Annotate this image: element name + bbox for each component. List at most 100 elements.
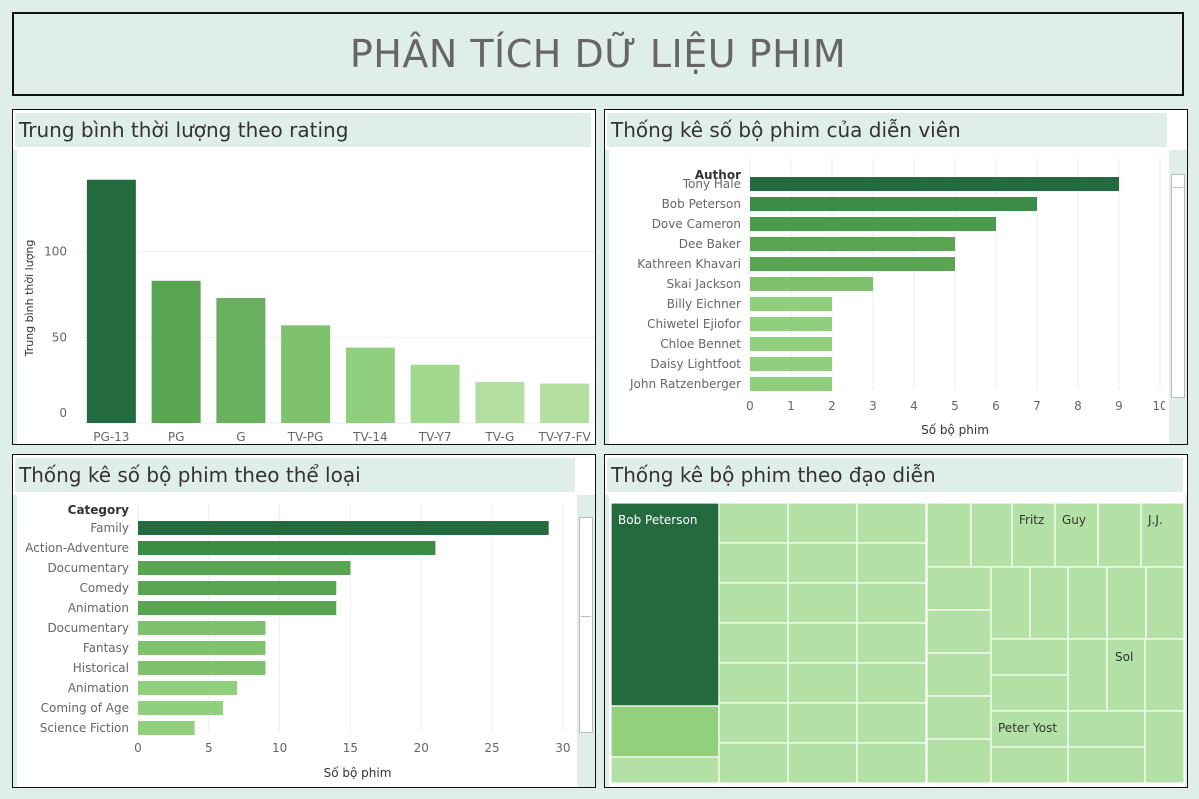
bar[interactable]: [475, 381, 525, 423]
treemap-cell[interactable]: [787, 742, 858, 784]
treemap-cell[interactable]: [926, 609, 992, 654]
treemap-cell[interactable]: [787, 662, 858, 704]
bar[interactable]: [86, 179, 136, 423]
category-label: Coming of Age: [41, 701, 129, 715]
treemap-cell[interactable]: [856, 742, 927, 784]
treemap-cell[interactable]: [610, 705, 720, 758]
treemap-cell[interactable]: [1106, 638, 1146, 712]
category-scrollbar-thumb[interactable]: [581, 518, 591, 617]
treemap-cell[interactable]: [990, 566, 1031, 640]
treemap-cell[interactable]: [1144, 710, 1185, 784]
bar[interactable]: [138, 541, 436, 555]
category-label: Animation: [68, 681, 129, 695]
treemap-cell[interactable]: [718, 542, 789, 584]
treemap-cell[interactable]: [718, 502, 789, 544]
treemap-cell[interactable]: [1067, 638, 1108, 712]
bar[interactable]: [750, 237, 955, 251]
category-label: Tony Hale: [682, 177, 741, 191]
x-tick-label: TV-G: [484, 430, 514, 444]
treemap-cell[interactable]: [718, 702, 789, 744]
treemap-cell[interactable]: [1097, 502, 1142, 568]
treemap-cell[interactable]: [856, 622, 927, 664]
bar[interactable]: [138, 561, 351, 575]
treemap-cell[interactable]: [1011, 502, 1056, 568]
treemap-cell[interactable]: [718, 622, 789, 664]
bar[interactable]: [410, 364, 460, 423]
bar[interactable]: [138, 601, 337, 615]
bar[interactable]: [750, 177, 1119, 191]
bar[interactable]: [138, 661, 266, 675]
treemap-cell[interactable]: [718, 662, 789, 704]
bar[interactable]: [138, 681, 238, 695]
treemap-cell[interactable]: [926, 502, 972, 568]
treemap-label: Peter Yost: [998, 721, 1057, 735]
x-axis-title: Số bộ phim: [921, 423, 989, 437]
bar[interactable]: [138, 521, 549, 535]
bar[interactable]: [750, 297, 832, 311]
treemap-cell[interactable]: [926, 652, 992, 697]
treemap-cell[interactable]: [1145, 566, 1185, 640]
treemap-cell[interactable]: [1140, 502, 1185, 568]
x-tick-label: 1: [787, 399, 795, 413]
category-label: Billy Eichner: [667, 297, 741, 311]
treemap-cell[interactable]: [1106, 566, 1147, 640]
bar[interactable]: [750, 337, 832, 351]
treemap-cell[interactable]: [856, 502, 927, 544]
bar[interactable]: [540, 383, 590, 423]
treemap-cell[interactable]: [990, 746, 1069, 784]
treemap-cell[interactable]: [787, 542, 858, 584]
treemap-cell[interactable]: [926, 695, 992, 740]
treemap-cell[interactable]: [610, 502, 720, 707]
actors-scrollbar-thumb[interactable]: [1173, 175, 1183, 188]
treemap-cell[interactable]: [1144, 638, 1185, 712]
treemap-cell[interactable]: [1067, 710, 1146, 748]
treemap-cell[interactable]: [856, 542, 927, 584]
treemap-cell[interactable]: [970, 502, 1013, 568]
treemap-cell[interactable]: [787, 702, 858, 744]
x-tick-label: 15: [343, 741, 358, 755]
treemap-cell[interactable]: [926, 566, 992, 611]
bar[interactable]: [138, 641, 266, 655]
bar[interactable]: [750, 197, 1037, 211]
treemap-cell[interactable]: [1029, 566, 1069, 640]
bar[interactable]: [750, 257, 955, 271]
treemap-cell[interactable]: [1067, 746, 1146, 784]
x-tick-label: 6: [992, 399, 1000, 413]
treemap-cell[interactable]: [990, 638, 1069, 676]
treemap-cell[interactable]: [787, 622, 858, 664]
bar[interactable]: [138, 701, 223, 715]
bar[interactable]: [750, 357, 832, 371]
treemap-cell[interactable]: [926, 738, 992, 784]
bar[interactable]: [151, 280, 201, 423]
bar[interactable]: [750, 317, 832, 331]
treemap-cell[interactable]: [718, 582, 789, 624]
treemap-cell[interactable]: [990, 710, 1069, 748]
category-scrollbar[interactable]: [579, 517, 593, 733]
bar[interactable]: [216, 297, 266, 423]
bar[interactable]: [138, 721, 195, 735]
x-tick-label: G: [236, 430, 245, 444]
treemap-cell[interactable]: [718, 742, 789, 784]
actors-scrollbar[interactable]: [1171, 174, 1185, 398]
treemap-cell[interactable]: [990, 674, 1069, 712]
treemap-cell[interactable]: [1067, 566, 1108, 640]
treemap-cell[interactable]: [787, 502, 858, 544]
bar[interactable]: [750, 277, 873, 291]
treemap-cell[interactable]: [856, 582, 927, 624]
bar[interactable]: [345, 347, 395, 423]
treemap-cell[interactable]: [787, 582, 858, 624]
bar[interactable]: [138, 621, 266, 635]
x-tick-label: 5: [951, 399, 959, 413]
treemap-cell[interactable]: [856, 702, 927, 744]
category-label: Documentary: [47, 561, 129, 575]
bar[interactable]: [750, 377, 832, 391]
y-tick-label: 50: [52, 330, 67, 344]
treemap-cell[interactable]: [856, 662, 927, 704]
bar[interactable]: [750, 217, 996, 231]
treemap-label: Sol: [1115, 650, 1133, 664]
y-axis-title: Trung bình thời lượng: [23, 240, 36, 358]
bar[interactable]: [138, 581, 337, 595]
bar[interactable]: [281, 325, 331, 423]
treemap-cell[interactable]: [610, 756, 720, 784]
